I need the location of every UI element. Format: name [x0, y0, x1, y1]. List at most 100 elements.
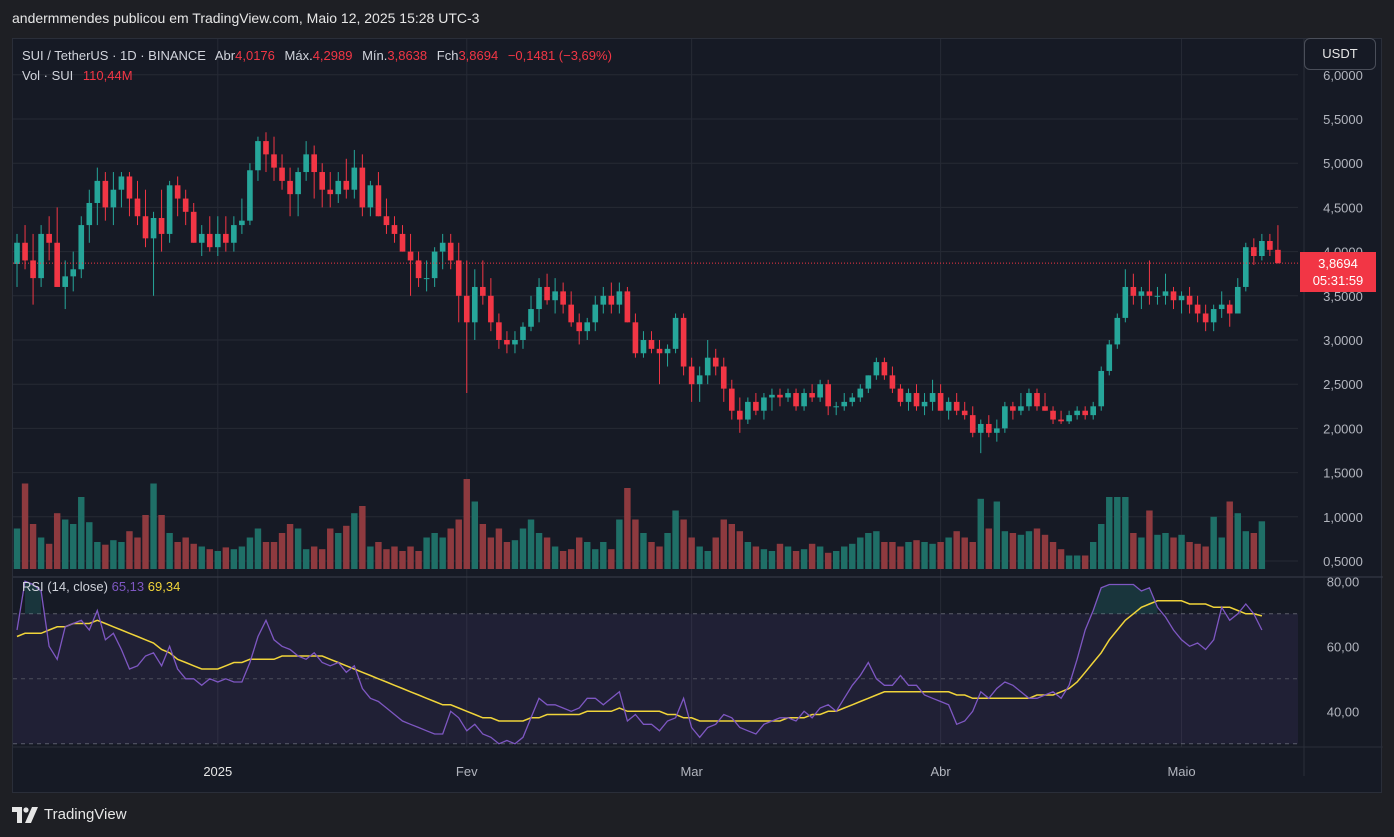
candle-body	[86, 202, 93, 226]
volume-bar	[53, 513, 61, 569]
volume-bar	[977, 498, 984, 569]
candle-body	[576, 322, 583, 332]
candle-body	[696, 375, 703, 385]
candle-body	[431, 251, 438, 279]
volume-bar	[1017, 534, 1025, 569]
volume-bar	[471, 501, 479, 569]
candle-body	[1010, 406, 1016, 411]
volume-bar	[278, 533, 286, 569]
volume-bar	[335, 533, 342, 569]
last-price-tag: 3,8694 05:31:59	[1300, 252, 1376, 292]
candle-body	[1098, 370, 1105, 407]
volume-bar	[21, 483, 29, 569]
candle-body	[552, 291, 558, 301]
candle-body	[480, 286, 486, 296]
candle-body	[383, 216, 390, 226]
candle-body	[688, 366, 695, 385]
volume-bar	[254, 528, 262, 569]
volume-bar	[865, 533, 872, 569]
rsi-line	[16, 580, 1263, 745]
volume-bar	[238, 546, 246, 569]
candle-body	[271, 154, 277, 168]
footer-brand[interactable]: TradingView	[12, 806, 127, 823]
candle-body	[1002, 406, 1008, 429]
volume-bar	[527, 519, 535, 569]
volume-bar	[1194, 543, 1201, 569]
volume-bar	[728, 524, 736, 569]
volume-bar	[672, 510, 679, 569]
candle-body	[897, 388, 904, 402]
volume-bar	[704, 551, 711, 569]
rsi-axis-label: 60,00	[1327, 639, 1360, 654]
volume-bar	[1081, 555, 1089, 569]
volume-bar	[126, 531, 133, 569]
candle-body	[929, 393, 936, 402]
volume-bar	[102, 544, 109, 569]
volume-bar	[1250, 533, 1258, 569]
candle-body	[1026, 393, 1032, 407]
volume-bar	[993, 501, 1001, 569]
volume-bar	[808, 543, 816, 569]
close-label: Fch	[436, 48, 459, 63]
volume-bar	[961, 537, 968, 569]
candle-body	[391, 225, 398, 234]
candle-body	[1267, 240, 1273, 250]
candle-body	[30, 260, 36, 279]
candle-body	[560, 291, 566, 305]
volume-bar	[1041, 534, 1049, 569]
volume-bar	[1186, 542, 1193, 569]
candle-body	[287, 180, 293, 195]
volume-bar	[110, 540, 117, 569]
volume-bar	[455, 519, 462, 569]
candle-body	[110, 189, 117, 208]
rsi-ma-value: 69,34	[147, 579, 181, 594]
candle-body	[512, 340, 518, 345]
volume-label[interactable]: Vol · SUI	[22, 68, 74, 83]
price-axis-label: 5,0000	[1323, 156, 1363, 171]
candle-body	[335, 180, 342, 195]
candle-body	[1259, 240, 1265, 257]
volume-bar	[1089, 542, 1097, 569]
candle-body	[825, 384, 831, 407]
volume-bar	[816, 546, 824, 569]
candle-body	[182, 198, 189, 212]
price-axis-label: 1,0000	[1323, 510, 1363, 525]
candle-body	[375, 185, 382, 217]
volume-value: 110,44M	[82, 68, 133, 83]
rsi-value: 65,13	[111, 579, 145, 594]
volume-bar	[945, 537, 952, 569]
chart-panel[interactable]: 0,5000 1,0000 1,5000 2,0000 2,5000 3,0000 3,50…	[12, 38, 1383, 794]
volume-bar	[1210, 516, 1217, 569]
candle-body	[118, 176, 125, 190]
volume-bar	[1098, 524, 1105, 569]
low-label: Mín.	[362, 48, 388, 63]
volume-bar	[969, 542, 976, 569]
currency-button[interactable]: USDT	[1304, 38, 1376, 70]
volume-bar	[929, 543, 936, 569]
rsi-ma-line	[16, 600, 1263, 722]
volume-bar	[375, 542, 382, 569]
rsi-overbought-fill	[1093, 584, 1158, 614]
candle-body	[1138, 291, 1145, 296]
candle-body	[190, 211, 197, 243]
symbol-title[interactable]: SUI / TetherUS · 1D · BINANCE	[22, 48, 206, 63]
candle-body	[1218, 304, 1225, 310]
volume-bar	[431, 533, 438, 569]
rsi-label[interactable]: RSI (14, close)	[22, 579, 108, 594]
volume-bar	[351, 513, 358, 569]
volume-bar	[1057, 549, 1065, 569]
candle-body	[263, 141, 269, 155]
chart-canvas[interactable]: 0,5000 1,0000 1,5000 2,0000 2,5000 3,0000 3,50…	[13, 39, 1383, 794]
price-axis-label: 6,0000	[1323, 68, 1363, 83]
volume-bar	[985, 528, 993, 569]
volume-bar	[1234, 513, 1241, 569]
candle-body	[239, 220, 245, 226]
candle-body	[455, 260, 462, 296]
volume-bar	[1138, 537, 1145, 569]
candle-body	[640, 340, 647, 354]
candle-body	[303, 154, 309, 173]
publish-info: andermmendes publicou em TradingView.com…	[12, 10, 480, 26]
candle-body	[367, 185, 374, 208]
candle-body	[857, 388, 864, 398]
volume-bar	[118, 542, 125, 569]
